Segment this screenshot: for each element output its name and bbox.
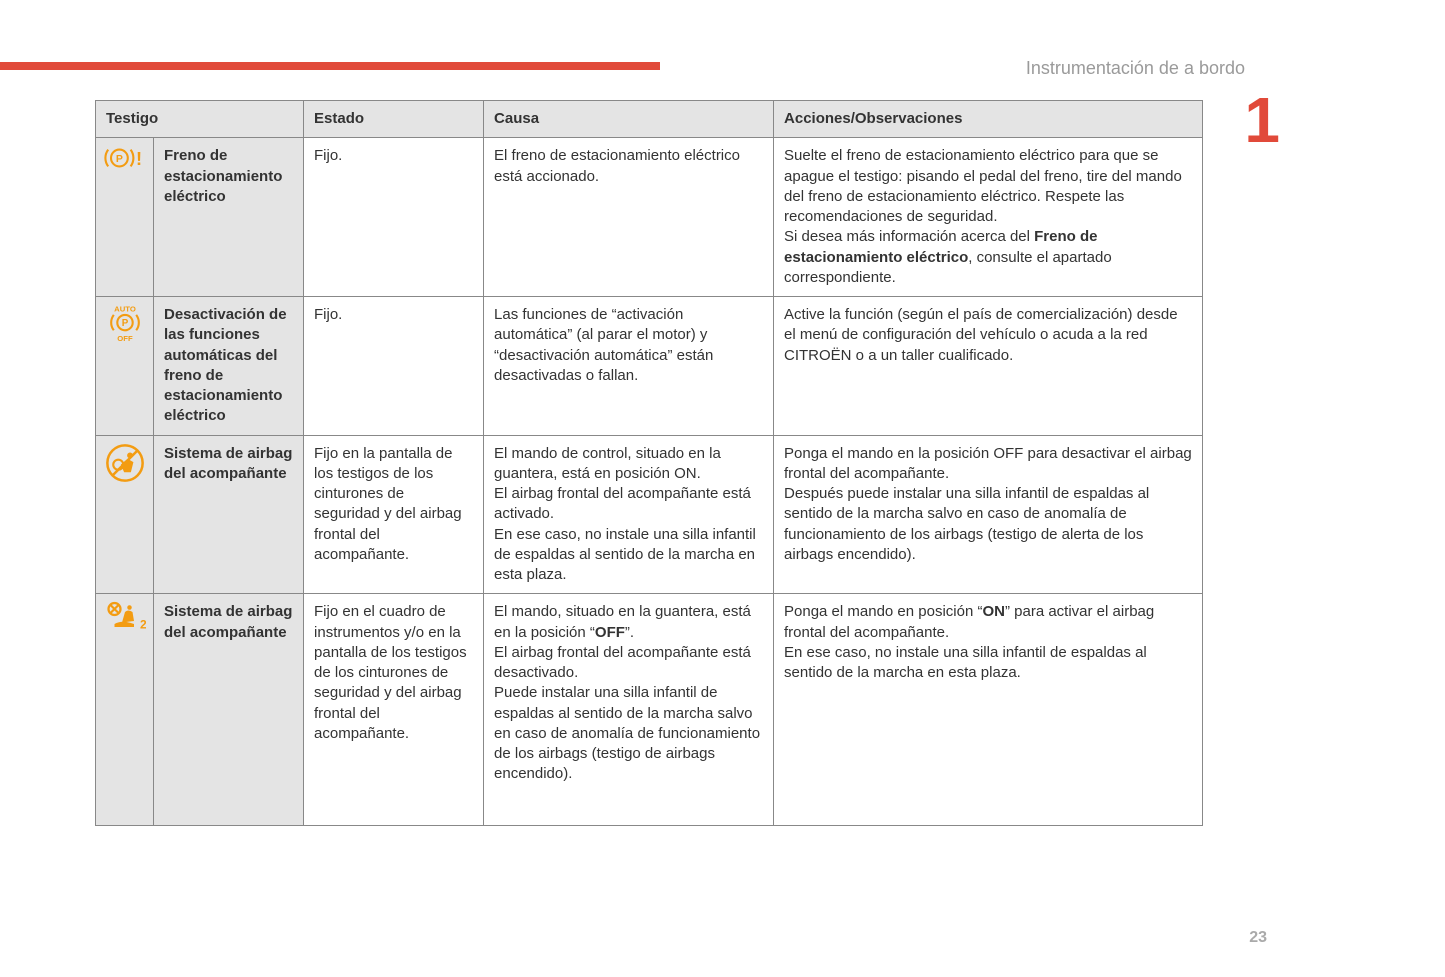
parking-brake-icon: P ! (104, 144, 146, 172)
table-row: AUTO P OFF Desactivación de las funcione… (96, 297, 1203, 436)
svg-text:OFF: OFF (117, 334, 133, 342)
icon-cell: P ! (96, 138, 154, 297)
passenger-airbag-off-icon: 2 (104, 600, 146, 633)
warning-lights-table: Testigo Estado Causa Acciones/Observacio… (95, 100, 1203, 826)
icon-cell: 2 (96, 594, 154, 825)
top-accent-bar (0, 62, 660, 70)
page-number: 23 (1249, 929, 1267, 947)
passenger-airbag-on-icon (104, 442, 146, 484)
table-row: P ! Freno de estacionamiento eléctrico F… (96, 138, 1203, 297)
warning-state: Fijo. (304, 138, 484, 297)
warning-cause: El mando de control, situado en la guant… (484, 435, 774, 594)
table-row: Sistema de airbag del acompañante Fijo e… (96, 435, 1203, 594)
header-acciones: Acciones/Observaciones (774, 101, 1203, 138)
cause-text-post: ”.El airbag frontal del acompañante está… (494, 624, 760, 783)
svg-text:!: ! (135, 149, 141, 169)
action-text-pre: Ponga el mando en posición “ (784, 603, 982, 620)
svg-text:P: P (115, 153, 122, 165)
warning-cause: El mando, situado en la guantera, está e… (484, 594, 774, 825)
action-text-bold: ON (982, 603, 1005, 620)
warning-action: Active la función (según el país de come… (774, 297, 1203, 436)
warning-name: Freno de estacionamiento eléctrico (154, 138, 304, 297)
svg-text:2: 2 (140, 618, 146, 632)
svg-text:P: P (121, 318, 128, 329)
warning-name: Sistema de airbag del acompañante (154, 435, 304, 594)
svg-text:AUTO: AUTO (114, 304, 136, 313)
warning-cause: El freno de estacionamiento eléctrico es… (484, 138, 774, 297)
section-title: Instrumentación de a bordo (1026, 58, 1245, 79)
icon-cell (96, 435, 154, 594)
warning-lights-table-container: Testigo Estado Causa Acciones/Observacio… (95, 100, 1203, 826)
header-testigo: Testigo (96, 101, 304, 138)
cause-text-bold: OFF (595, 624, 625, 641)
action-text-pre: Suelte el freno de estacionamiento eléct… (784, 147, 1182, 245)
warning-name: Desactivación de las funciones automátic… (154, 297, 304, 436)
warning-state: Fijo en la pantalla de los testigos de l… (304, 435, 484, 594)
warning-name: Sistema de airbag del acompañante (154, 594, 304, 825)
warning-action: Ponga el mando en posición “ON” para act… (774, 594, 1203, 825)
warning-state: Fijo. (304, 297, 484, 436)
warning-action: Ponga el mando en la posición OFF para d… (774, 435, 1203, 594)
warning-action: Suelte el freno de estacionamiento eléct… (774, 138, 1203, 297)
icon-cell: AUTO P OFF (96, 297, 154, 436)
warning-state: Fijo en el cuadro de instrumentos y/o en… (304, 594, 484, 825)
table-header-row: Testigo Estado Causa Acciones/Observacio… (96, 101, 1203, 138)
header-estado: Estado (304, 101, 484, 138)
header-causa: Causa (484, 101, 774, 138)
warning-cause: Las funciones de “activación automática”… (484, 297, 774, 436)
auto-parking-off-icon: AUTO P OFF (104, 303, 146, 342)
table-row: 2 Sistema de airbag del acompañante Fijo… (96, 594, 1203, 825)
chapter-number: 1 (1244, 88, 1280, 152)
